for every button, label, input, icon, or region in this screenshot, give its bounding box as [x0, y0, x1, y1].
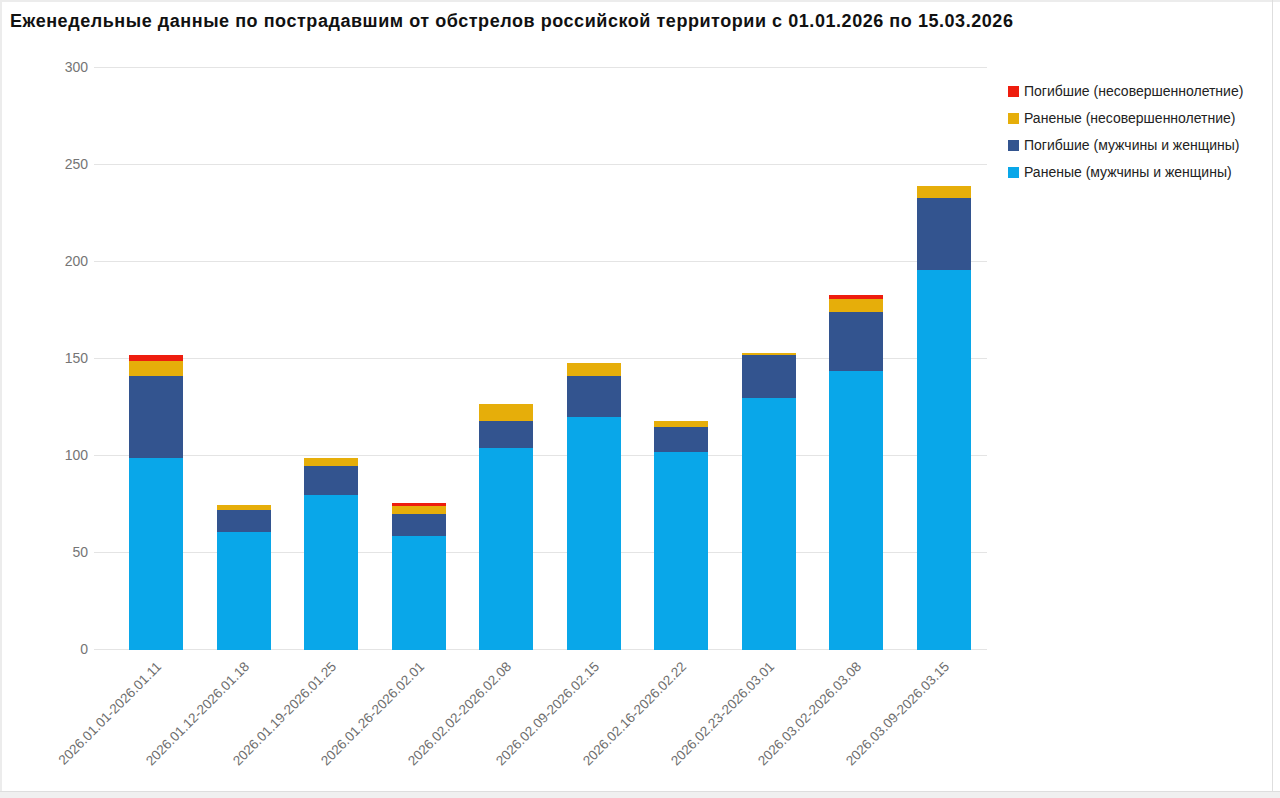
chart-title: Еженедельные данные по пострадавшим от о…: [10, 11, 1013, 32]
y-axis-tick-label: 300: [28, 59, 88, 75]
legend-label: Раненые (несовершеннолетние): [1024, 110, 1235, 126]
bar-segment: [742, 355, 796, 398]
x-axis-tick-label: 2026.03.09-2026.03.15: [843, 659, 952, 768]
legend-label: Раненые (мужчины и женщины): [1024, 164, 1232, 180]
bar-segment: [742, 353, 796, 355]
legend-swatch-icon: [1008, 86, 1019, 97]
y-axis-tick-label: 100: [28, 447, 88, 463]
window-border-top: [0, 0, 1280, 2]
y-axis-tick-label: 150: [28, 350, 88, 366]
window-edge-bottom: [0, 792, 1280, 798]
bar-segment: [829, 312, 883, 371]
chart-legend: Погибшие (несовершеннолетние) Раненые (не…: [1008, 84, 1243, 192]
bar-segment: [654, 421, 708, 427]
bar-segment: [217, 505, 271, 510]
gridline-y-300: [94, 67, 987, 68]
legend-label: Погибшие (несовершеннолетние): [1024, 83, 1243, 99]
bar-segment: [304, 458, 358, 466]
bar-segment: [567, 363, 621, 376]
bar-segment: [392, 536, 446, 650]
bar-segment: [654, 427, 708, 452]
bar-segment: [917, 198, 971, 270]
bar-segment: [304, 466, 358, 495]
bar-segment: [917, 270, 971, 650]
bar-segment: [917, 186, 971, 198]
bar-segment: [392, 503, 446, 506]
bar-segment: [392, 506, 446, 514]
y-axis-tick-label: 50: [28, 544, 88, 560]
legend-swatch-icon: [1008, 113, 1019, 124]
legend-swatch-icon: [1008, 140, 1019, 151]
legend-swatch-icon: [1008, 167, 1019, 178]
bar-segment: [829, 299, 883, 312]
bar-segment: [217, 510, 271, 532]
window-border-right: [1272, 0, 1273, 792]
bar-segment: [479, 421, 533, 448]
bar-segment: [829, 295, 883, 299]
legend-item: Погибшие (мужчины и женщины): [1008, 138, 1243, 152]
bar-segment: [392, 514, 446, 536]
legend-item: Раненые (несовершеннолетние): [1008, 111, 1243, 125]
bar-segment: [304, 495, 358, 650]
bar-segment: [829, 371, 883, 650]
bar-segment: [129, 361, 183, 376]
bar-segment: [654, 452, 708, 650]
window-border-left: [0, 0, 2, 798]
bar-segment: [567, 417, 621, 650]
bar-segment: [479, 404, 533, 421]
y-axis-tick-label: 200: [28, 253, 88, 269]
gridline-y-250: [94, 164, 987, 165]
y-axis-tick-label: 250: [28, 156, 88, 172]
bar-segment: [129, 458, 183, 650]
bar-segment: [479, 448, 533, 650]
y-axis-tick-label: 0: [28, 641, 88, 657]
bar-segment: [129, 355, 183, 361]
bar-segment: [129, 376, 183, 458]
bar-segment: [567, 376, 621, 417]
legend-item: Раненые (мужчины и женщины): [1008, 165, 1243, 179]
legend-label: Погибшие (мужчины и женщины): [1024, 137, 1240, 153]
bar-segment: [217, 532, 271, 650]
bar-segment: [742, 398, 796, 650]
legend-item: Погибшие (несовершеннолетние): [1008, 84, 1243, 98]
gridline-y-200: [94, 261, 987, 262]
